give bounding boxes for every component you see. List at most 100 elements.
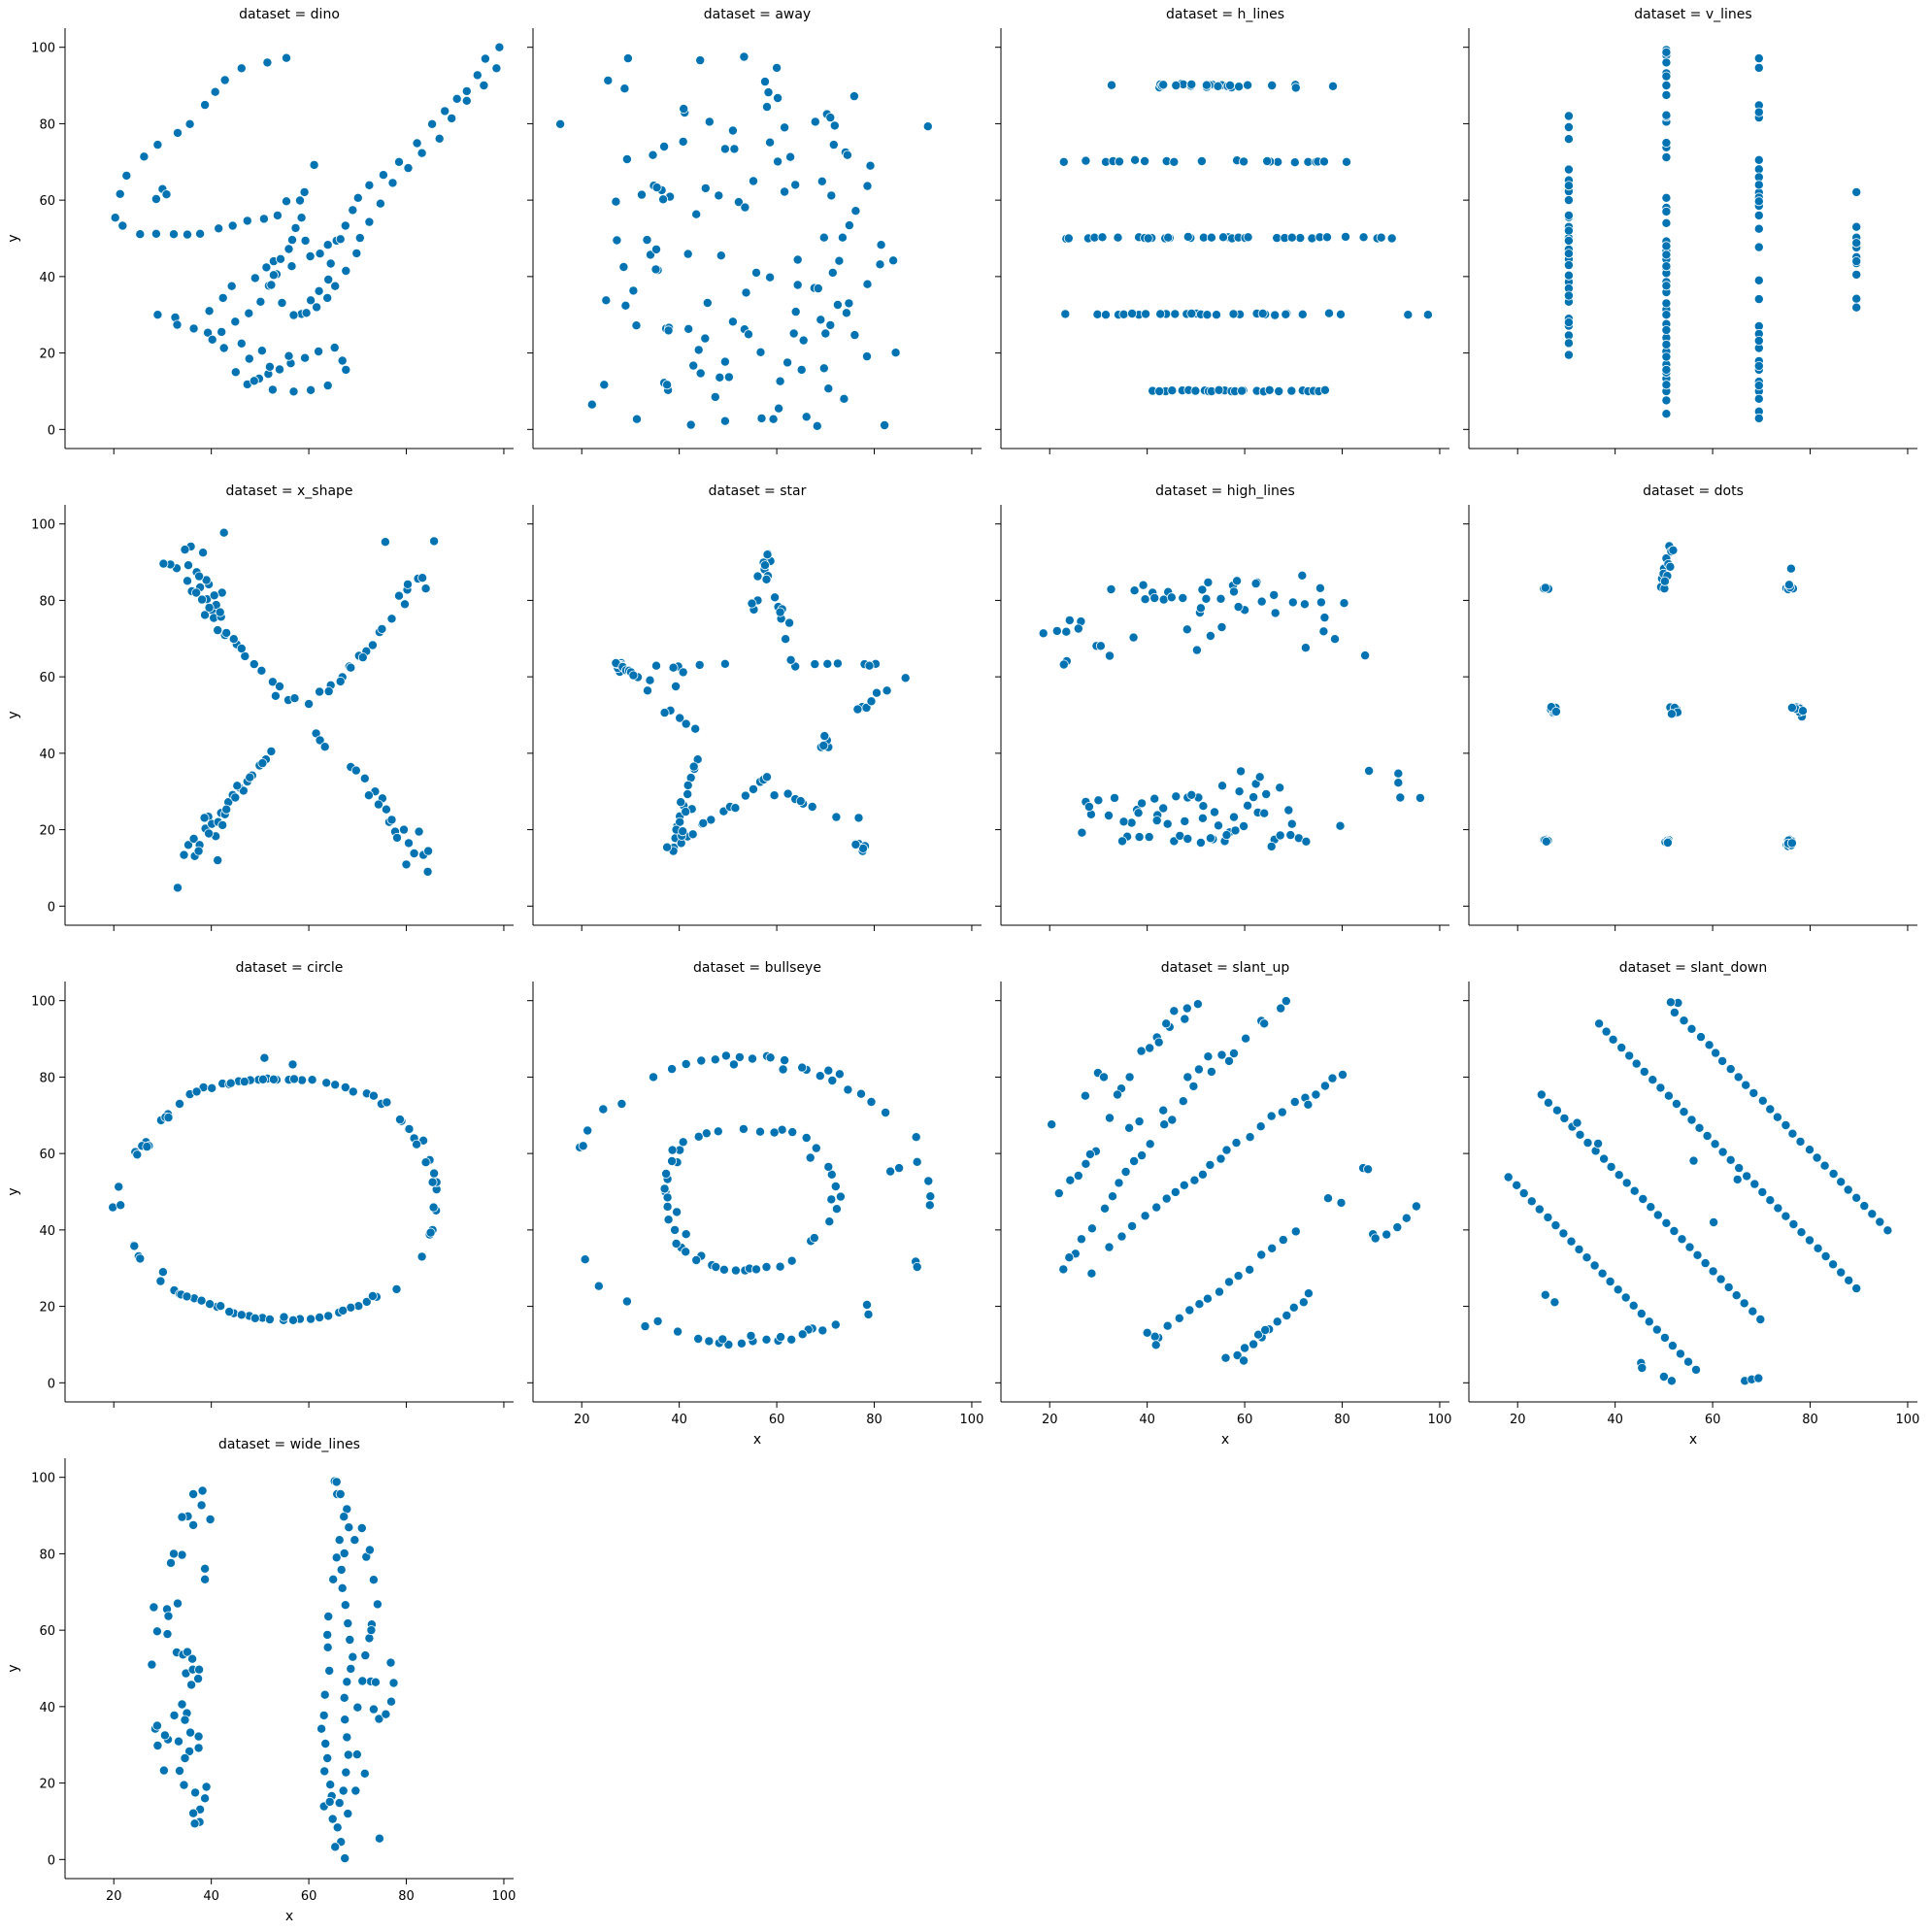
data-point	[357, 1676, 368, 1686]
data-point	[343, 1749, 353, 1760]
data-point	[187, 1653, 198, 1664]
data-point	[283, 244, 294, 254]
data-point	[778, 1064, 788, 1075]
data-point	[1151, 816, 1162, 826]
data-point	[180, 545, 190, 555]
data-point	[678, 1137, 688, 1148]
data-point	[335, 1489, 346, 1500]
data-point	[359, 773, 370, 783]
data-point	[741, 287, 751, 298]
data-point	[158, 1765, 169, 1776]
data-point	[696, 1055, 707, 1066]
data-point	[637, 189, 648, 200]
data-point	[1205, 1159, 1215, 1170]
data-point	[372, 1599, 383, 1610]
data-point	[769, 1127, 780, 1138]
data-point	[1755, 1315, 1766, 1325]
data-point	[1231, 1138, 1242, 1149]
data-point	[1289, 157, 1300, 168]
data-point	[1628, 1300, 1639, 1311]
data-point	[281, 196, 291, 207]
data-point	[157, 1267, 168, 1278]
data-point	[230, 367, 241, 378]
data-point	[825, 113, 836, 123]
data-point	[787, 1127, 798, 1138]
data-point	[658, 194, 669, 205]
data-point	[621, 153, 632, 164]
data-point	[1620, 1292, 1631, 1303]
data-point	[733, 197, 744, 208]
data-point	[1086, 1223, 1097, 1234]
data-point	[1828, 1169, 1839, 1180]
data-point	[1563, 317, 1574, 328]
data-point	[780, 186, 790, 197]
data-point	[1286, 818, 1297, 829]
data-point	[659, 1183, 670, 1194]
data-point	[586, 399, 597, 410]
data-point	[751, 1264, 762, 1275]
data-point	[364, 180, 375, 190]
data-point	[839, 393, 849, 404]
data-point	[818, 232, 829, 243]
data-point	[1665, 997, 1676, 1008]
data-point	[1593, 1138, 1604, 1149]
data-point	[1174, 1313, 1184, 1323]
y-tick-label: 60	[39, 1148, 55, 1162]
data-point	[599, 380, 610, 390]
data-point	[1364, 766, 1375, 777]
data-point	[761, 574, 772, 584]
scatter-points	[1539, 541, 1809, 851]
x-tick-label: 40	[203, 1889, 219, 1904]
data-point	[1116, 1231, 1127, 1242]
data-point	[207, 334, 217, 345]
data-point	[196, 1500, 207, 1511]
data-point	[749, 176, 759, 186]
x-tick-label: 60	[301, 1889, 317, 1904]
data-point	[158, 558, 169, 569]
data-point	[555, 118, 566, 129]
data-point	[1201, 593, 1212, 604]
data-point	[748, 1053, 758, 1064]
data-point	[188, 1808, 199, 1818]
data-point	[1605, 1277, 1615, 1287]
data-point	[195, 228, 206, 239]
data-point	[1282, 1311, 1292, 1321]
data-point	[1106, 584, 1116, 595]
data-point	[1786, 838, 1797, 849]
data-point	[1319, 613, 1330, 623]
data-point	[200, 100, 211, 111]
data-point	[182, 229, 192, 240]
data-point	[322, 1753, 333, 1764]
x-tick-label: 60	[769, 1413, 785, 1427]
data-point	[1796, 1227, 1807, 1238]
data-point	[391, 832, 402, 843]
data-point	[1753, 107, 1764, 117]
data-point	[1155, 309, 1166, 319]
data-point	[662, 380, 673, 390]
data-point	[1195, 838, 1206, 849]
data-point	[1323, 1193, 1334, 1204]
data-point	[1550, 1220, 1561, 1231]
data-point	[1563, 249, 1574, 259]
data-point	[691, 209, 702, 219]
data-point	[1297, 570, 1308, 581]
data-point	[1186, 308, 1197, 318]
data-point	[272, 210, 283, 220]
data-point	[315, 735, 325, 746]
data-point	[1725, 1064, 1736, 1075]
data-point	[628, 670, 639, 681]
data-point	[818, 363, 829, 374]
data-point	[700, 333, 711, 344]
data-point	[1563, 195, 1574, 206]
data-point	[850, 839, 861, 849]
data-point	[1232, 1350, 1243, 1361]
data-point	[359, 1768, 370, 1779]
data-point	[678, 826, 688, 837]
data-point	[259, 1052, 270, 1063]
data-point	[775, 1261, 785, 1272]
data-point	[152, 140, 163, 150]
data-point	[169, 1710, 180, 1720]
data-point	[1734, 1163, 1745, 1174]
data-point	[704, 117, 715, 127]
data-point	[1661, 395, 1672, 406]
